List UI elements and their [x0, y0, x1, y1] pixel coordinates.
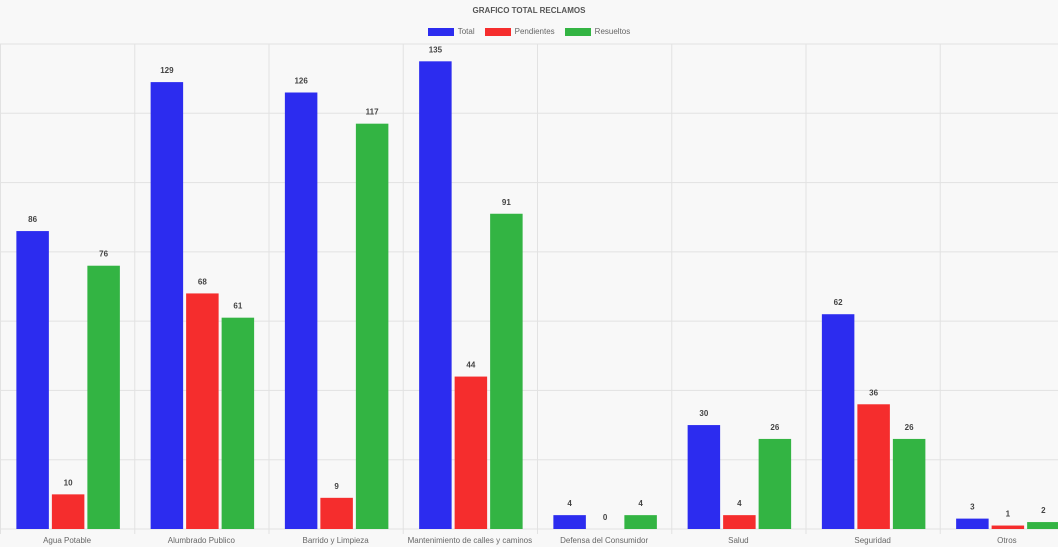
chart-legend: Total Pendientes Resueltos — [0, 27, 1058, 36]
bar-total[interactable] — [284, 92, 318, 530]
bar-pendientes[interactable] — [723, 515, 756, 529]
bar-total[interactable] — [553, 515, 586, 529]
bar-resueltos[interactable] — [892, 438, 926, 529]
bar-value-label: 9 — [334, 482, 339, 491]
bar-value-label: 30 — [699, 409, 708, 418]
bar-resueltos[interactable] — [1027, 522, 1058, 529]
x-tick-label: Alumbrado Publico — [168, 536, 236, 545]
bar-pendientes[interactable] — [454, 376, 488, 529]
bar-value-label: 44 — [466, 361, 475, 370]
bar-value-label: 76 — [99, 250, 108, 259]
bar-value-label: 135 — [429, 45, 443, 54]
bar-value-label: 2 — [1041, 506, 1046, 515]
x-tick-label: Barrido y Limpieza — [303, 536, 370, 545]
bar-total[interactable] — [16, 231, 49, 530]
legend-item-resueltos[interactable]: Resueltos — [564, 27, 631, 36]
bar-pendientes[interactable] — [186, 293, 219, 529]
x-tick-label: Agua Potable — [43, 536, 92, 545]
bar-resueltos[interactable] — [624, 515, 657, 529]
bar-value-label: 61 — [233, 302, 242, 311]
legend-swatch-total — [427, 27, 454, 36]
bar-value-label: 126 — [294, 77, 308, 86]
bar-value-label: 26 — [770, 423, 779, 432]
bar-value-label: 68 — [198, 277, 207, 286]
bar-value-label: 62 — [834, 298, 843, 307]
x-tick-label: Mantenimiento de calles y caminos — [408, 536, 533, 545]
bar-value-label: 4 — [638, 499, 643, 508]
bar-value-label: 26 — [905, 423, 914, 432]
bar-resueltos[interactable] — [490, 213, 523, 529]
bar-resueltos[interactable] — [221, 317, 255, 529]
bar-total[interactable] — [150, 82, 184, 529]
bar-value-label: 129 — [160, 66, 174, 75]
bar-pendientes[interactable] — [51, 494, 85, 529]
chart-title: GRAFICO TOTAL RECLAMOS — [472, 6, 586, 15]
x-tick-label: Salud — [728, 536, 748, 545]
bar-resueltos[interactable] — [87, 265, 120, 529]
bar-total[interactable] — [687, 425, 721, 529]
bar-total[interactable] — [821, 314, 855, 529]
bar-value-label: 3 — [970, 503, 975, 512]
legend-label-pendientes: Pendientes — [514, 27, 555, 36]
bar-value-label: 36 — [869, 388, 878, 397]
bar-value-label: 4 — [737, 499, 742, 508]
x-tick-label: Seguridad — [854, 536, 890, 545]
bar-value-label: 117 — [366, 108, 379, 117]
legend-label-total: Total — [457, 27, 475, 36]
bar-value-label: 4 — [567, 499, 572, 508]
bar-value-label: 91 — [502, 198, 511, 207]
legend-item-pendientes[interactable]: Pendientes — [484, 27, 555, 36]
legend-item-total[interactable]: Total — [427, 27, 475, 36]
legend-swatch-resueltos — [564, 27, 591, 36]
x-tick-label: Defensa del Consumidor — [560, 536, 648, 545]
bar-pendientes[interactable] — [991, 525, 1025, 529]
bar-total[interactable] — [419, 61, 452, 529]
bar-value-label: 86 — [28, 215, 37, 224]
legend-label-resueltos: Resueltos — [594, 27, 631, 36]
x-tick-label: Otros — [997, 536, 1017, 545]
bar-pendientes[interactable] — [857, 404, 890, 529]
bar-resueltos[interactable] — [355, 123, 389, 529]
legend-swatch-pendientes — [484, 27, 511, 36]
bar-value-label: 1 — [1006, 510, 1011, 519]
bar-value-label: 10 — [64, 478, 73, 487]
bar-resueltos[interactable] — [758, 438, 792, 529]
bar-total[interactable] — [956, 518, 989, 529]
bar-pendientes[interactable] — [320, 497, 353, 529]
bar-value-label: 0 — [603, 513, 608, 522]
